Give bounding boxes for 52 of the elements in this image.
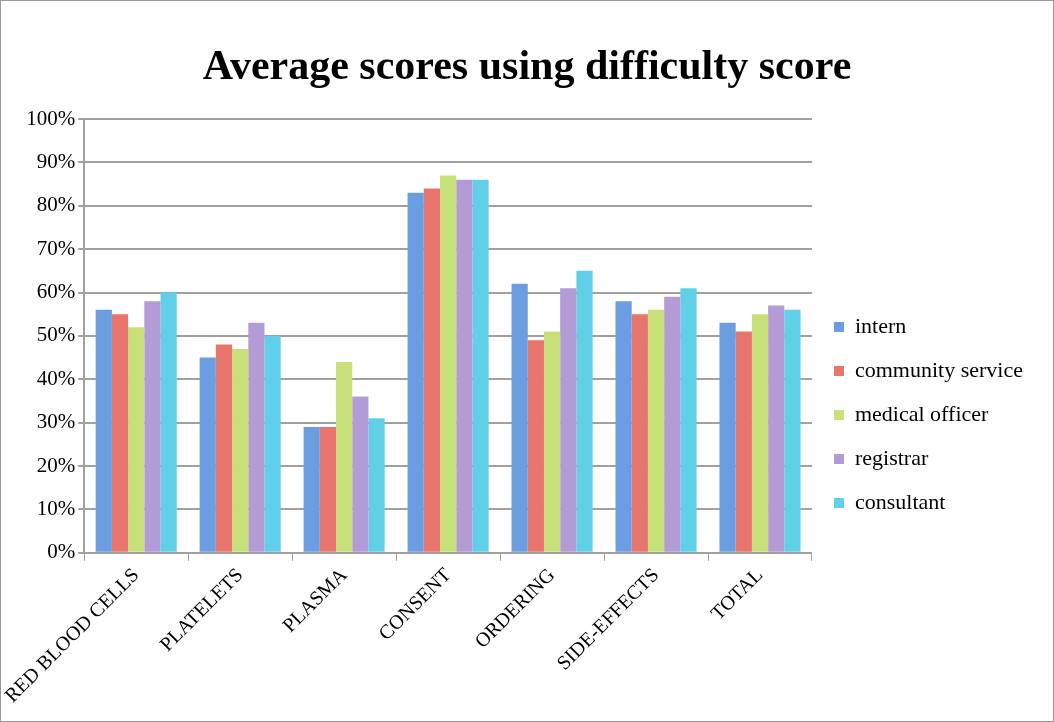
y-tick-label: 70% [36,235,76,260]
bar [232,348,249,552]
bar [735,331,752,552]
bar [560,288,577,552]
y-tick-label: 60% [36,279,76,304]
bar [407,192,424,552]
bar [160,292,177,552]
bar [511,283,528,552]
y-tick-label: 30% [36,409,76,434]
bar [319,426,337,552]
bar [128,327,145,552]
bar [631,314,648,552]
y-tick-label: 80% [36,192,76,217]
bar [751,314,769,552]
bar [144,301,161,552]
y-tick-label: 40% [36,365,76,390]
bar [264,335,281,552]
legend-label: community service [854,356,1024,382]
legend-label: consultant [854,488,946,514]
y-tick-label: 0% [47,539,76,564]
bar [423,188,440,552]
y-tick-label: 10% [36,495,76,520]
y-tick-label: 50% [36,322,76,347]
chart-title: Average scores using difficulty score [201,41,853,89]
bar [647,309,665,552]
bar [456,179,473,552]
bar [615,301,632,552]
bar [352,396,369,552]
legend-label: medical officer [854,400,990,426]
bar [111,314,129,552]
bar [368,418,385,552]
bar [472,179,489,552]
bar [527,340,544,552]
bar [215,344,233,552]
y-tick-label: 90% [36,148,76,173]
bar [248,322,265,552]
bar [719,322,736,552]
bar [303,426,320,552]
bar [664,296,681,552]
bar [336,361,353,552]
y-tick-label: 20% [36,452,76,477]
legend-label: registrar [854,444,929,470]
bar [680,288,697,552]
bar [199,357,216,552]
bar [543,331,561,552]
bar [784,309,801,552]
bar [95,309,112,552]
bar [576,270,593,552]
y-tick-label: 100% [26,105,76,130]
legend-label: intern [854,312,907,338]
bar [440,175,457,552]
bar [768,305,785,552]
